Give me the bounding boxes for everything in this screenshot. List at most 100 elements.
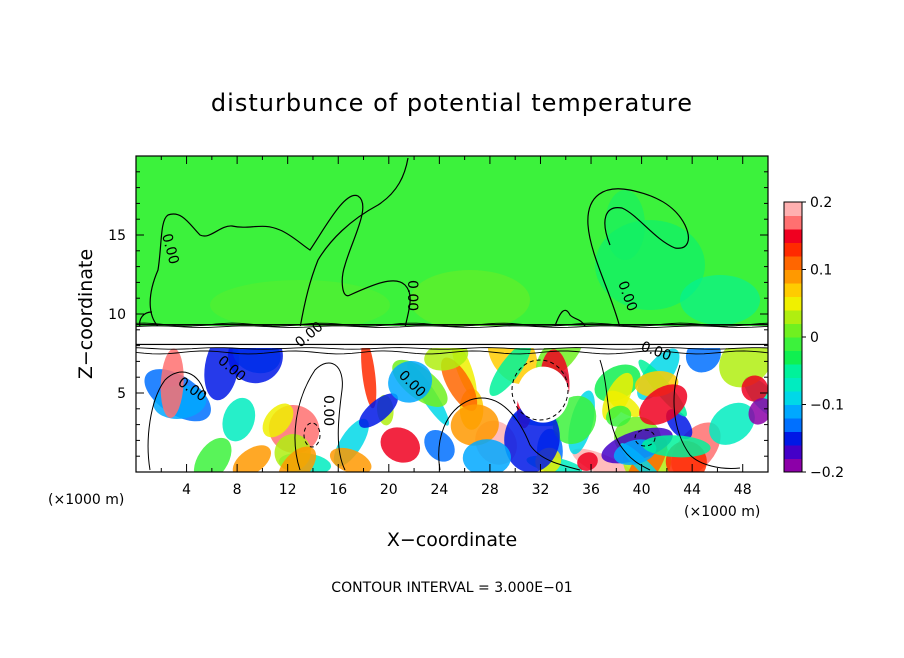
y-tick-label: 10 xyxy=(108,307,126,323)
contour-line xyxy=(634,429,656,447)
x-axis-label: X−coordinate xyxy=(387,529,517,551)
x-unit-left: (×1000 m) xyxy=(48,492,124,508)
x-tick-label: 12 xyxy=(279,482,297,498)
colorbar-swatch xyxy=(784,256,802,270)
field-blob xyxy=(262,403,294,438)
colorbar-swatch xyxy=(784,283,802,297)
contour-line xyxy=(139,311,153,329)
field-blob xyxy=(361,346,377,409)
x-tick-label: 32 xyxy=(532,482,550,498)
colorbar-swatch xyxy=(784,391,802,405)
x-tick-label: 4 xyxy=(182,482,191,498)
contour-line xyxy=(554,309,586,327)
upper-patch xyxy=(210,280,390,330)
colorbar-tick-label: 0.1 xyxy=(810,263,832,279)
upper-patch xyxy=(605,190,645,260)
colorbar-tick-label: −0.2 xyxy=(810,465,844,481)
field-blob xyxy=(741,375,768,402)
field-blob xyxy=(605,405,632,427)
field-blob xyxy=(380,427,421,463)
field-blob xyxy=(748,397,768,425)
y-axis-label: Z−coordinate xyxy=(75,249,97,379)
field-blob xyxy=(577,452,598,471)
colorbar-swatch xyxy=(784,296,802,311)
x-tick-label: 8 xyxy=(233,482,242,498)
contour-line xyxy=(673,364,741,469)
y-axis: 5 10 15 xyxy=(108,171,768,457)
field-blob xyxy=(232,445,272,472)
contour-line xyxy=(587,188,689,329)
colorbar-swatch xyxy=(784,445,802,459)
colorbar-tick-label: 0.2 xyxy=(810,195,832,211)
colorbar-swatch xyxy=(784,337,802,351)
contour-line xyxy=(299,157,409,329)
contour-line xyxy=(599,359,651,471)
colorbar-swatch xyxy=(784,350,802,365)
x-unit-right: (×1000 m) xyxy=(684,504,760,520)
colorbar-swatch xyxy=(784,404,802,419)
contour-line xyxy=(136,325,768,328)
contour-line xyxy=(511,359,569,421)
colorbar-ticks: 0.2 0.1 0 −0.1 −0.2 xyxy=(802,195,844,481)
field-blob xyxy=(462,439,511,472)
band-contours xyxy=(136,322,768,355)
upper-patch xyxy=(410,270,530,330)
colorbar-swatch xyxy=(784,323,802,338)
field-blob xyxy=(450,404,499,446)
contour-interval: CONTOUR INTERVAL = 3.000E−01 xyxy=(331,580,572,596)
y-tick-label: 5 xyxy=(117,386,126,402)
field-blob xyxy=(227,346,283,384)
contour-line xyxy=(136,347,768,350)
contour-label: 0.00 xyxy=(320,395,336,426)
contour-line xyxy=(147,371,206,471)
y-tick-label: 15 xyxy=(108,228,126,244)
contour-line xyxy=(136,324,768,346)
x-tick-label: 44 xyxy=(683,482,701,498)
x-axis: 4 8 12 16 20 24 28 32 36 40 44 48 xyxy=(160,156,752,498)
field-blob xyxy=(441,357,478,411)
colorbar-swatch xyxy=(784,418,802,432)
colorbar-swatch xyxy=(784,242,802,257)
colorbar-swatch xyxy=(784,458,802,473)
field-blob xyxy=(359,393,398,428)
contour-line xyxy=(294,362,346,471)
contour-band xyxy=(136,326,768,348)
colorbar-swatch xyxy=(784,202,802,216)
x-tick-label: 36 xyxy=(582,482,600,498)
colorbar-swatch xyxy=(784,310,802,324)
turbulent-blobs xyxy=(144,346,768,472)
colorbar-swatch xyxy=(784,431,802,446)
field-blob xyxy=(388,360,433,403)
contour-line xyxy=(149,194,411,329)
chart-title: disturbunce of potential temperature xyxy=(211,89,693,117)
colorbar-swatch xyxy=(784,377,802,392)
field-blob xyxy=(489,346,531,397)
x-tick-label: 24 xyxy=(430,482,448,498)
contour-label: 0.00 xyxy=(404,280,420,311)
field-blob xyxy=(709,402,755,445)
contour-line xyxy=(136,350,768,355)
field-blob xyxy=(517,366,570,423)
field-blob xyxy=(642,435,711,458)
upper-patch xyxy=(680,275,760,325)
field-blob xyxy=(160,348,184,418)
colorbar-swatch xyxy=(784,215,802,230)
field-blob xyxy=(278,446,317,472)
x-tick-label: 28 xyxy=(481,482,499,498)
contour-label: 0.00 xyxy=(158,232,182,266)
field-blob xyxy=(602,372,634,421)
x-tick-label: 20 xyxy=(380,482,398,498)
contour-line xyxy=(438,397,581,471)
colorbar-tick-label: 0 xyxy=(810,330,819,346)
colorbar xyxy=(784,202,802,473)
colorbar-tick-label: −0.1 xyxy=(810,398,844,414)
plot-area xyxy=(136,156,768,472)
colorbar-swatch xyxy=(784,269,802,284)
contour-line xyxy=(303,422,321,448)
colorbar-swatch xyxy=(784,229,802,243)
x-tick-label: 48 xyxy=(734,482,752,498)
colorbar-swatch xyxy=(784,364,802,378)
x-tick-label: 40 xyxy=(633,482,651,498)
x-tick-label: 16 xyxy=(329,482,347,498)
